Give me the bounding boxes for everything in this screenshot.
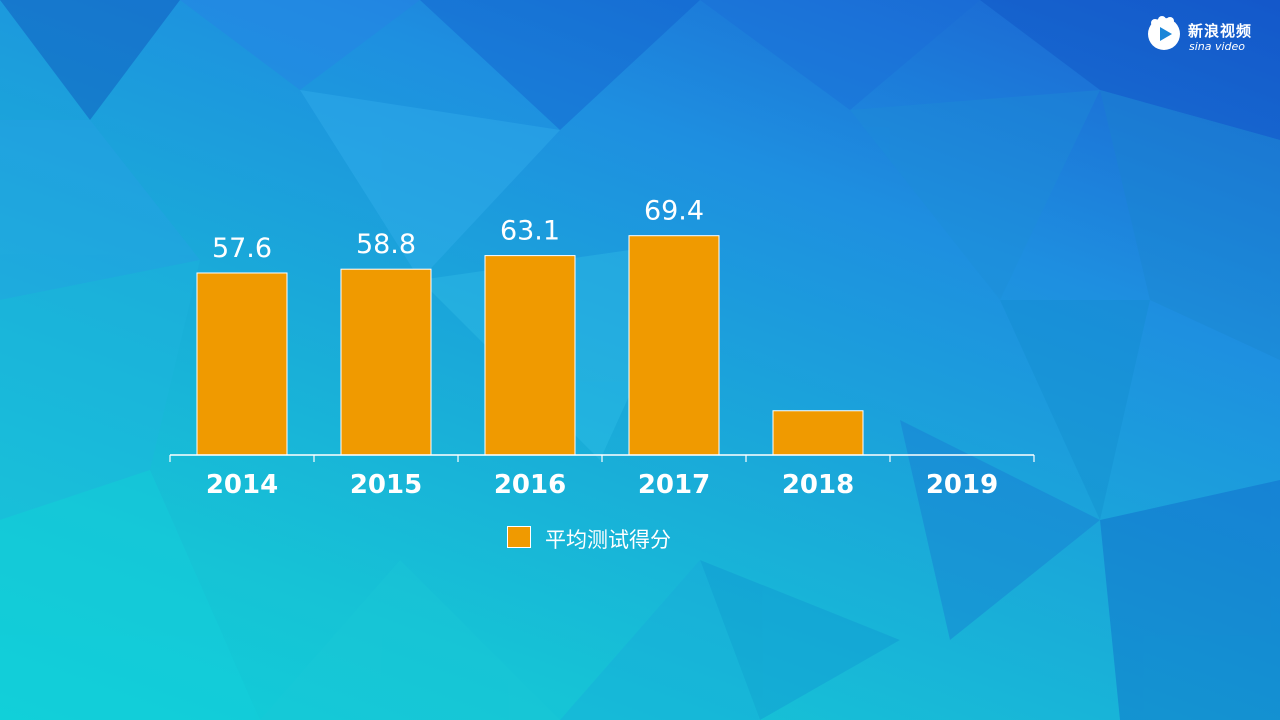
logo-text-cn: 新浪视频 [1188, 22, 1253, 40]
bar-2018 [772, 410, 864, 456]
value-label-2014: 57.6 [212, 233, 272, 264]
bar-2015 [340, 268, 432, 456]
x-tick-label-2014: 2014 [206, 470, 278, 500]
sina-video-logo: 新浪视频 sina video [1146, 14, 1266, 58]
bar-2016 [484, 255, 576, 456]
legend-label: 平均测试得分 [545, 528, 671, 552]
sina-video-logo-icon [1148, 16, 1180, 50]
bar-2014 [196, 272, 288, 456]
legend-swatch [507, 526, 531, 548]
x-tick-label-2019: 2019 [926, 470, 998, 500]
value-label-2017: 69.4 [644, 196, 704, 227]
x-axis [169, 454, 1035, 462]
value-label-2015: 58.8 [356, 229, 416, 260]
x-tick-label-2017: 2017 [638, 470, 710, 500]
x-tick-label-2016: 2016 [494, 470, 566, 500]
logo-text-en: sina video [1189, 40, 1246, 53]
bar-2017 [628, 235, 720, 456]
value-labels-group: 57.6 58.8 63.1 69.4 [212, 196, 704, 264]
x-tick-label-2018: 2018 [782, 470, 854, 500]
x-tick-label-2015: 2015 [350, 470, 422, 500]
x-tick-labels-group: 2014 2015 2016 2017 2018 2019 [206, 470, 998, 500]
value-label-2016: 63.1 [500, 216, 560, 247]
bars-group [196, 235, 864, 456]
